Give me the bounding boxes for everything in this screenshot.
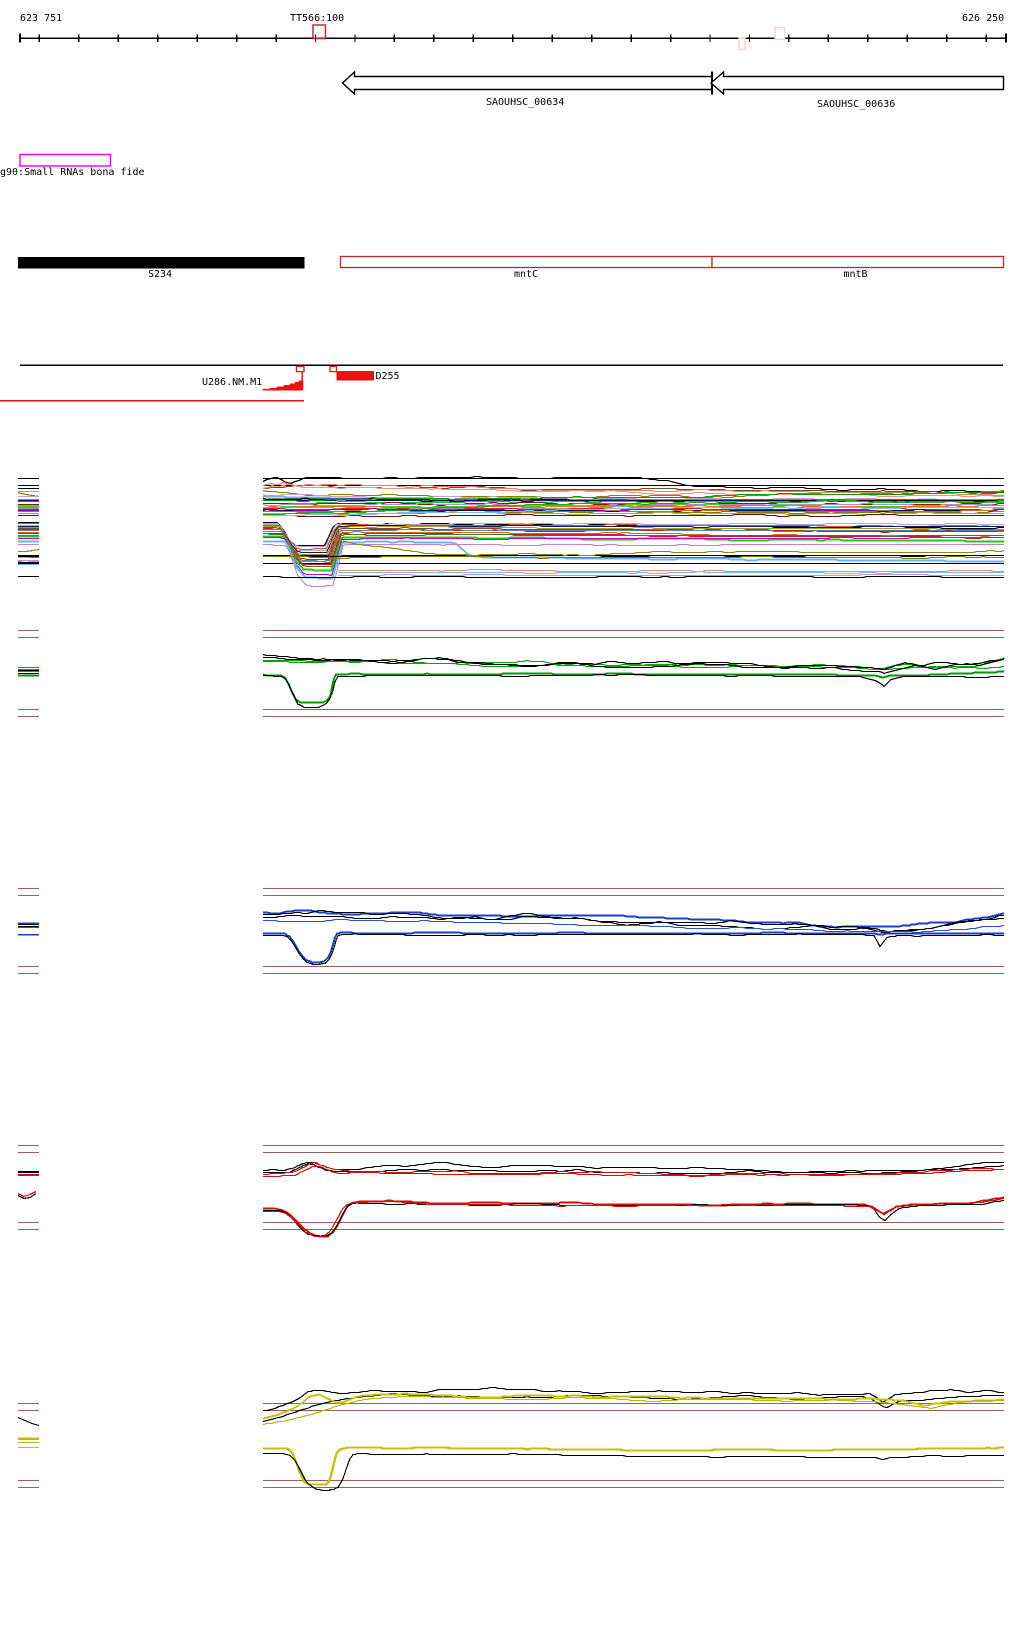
coverage-group-4-sliver-curve <box>17 1190 37 1198</box>
gene-arrow-saouhsc_00636[interactable] <box>709 70 1005 96</box>
coverage-group-1-series <box>263 528 1004 563</box>
coverage-group-4-series <box>263 1161 1004 1174</box>
coverage-group-4-series <box>263 1165 1004 1178</box>
coverage-group-3-series <box>263 909 1004 929</box>
ruler-end-coordinate: 626 250 <box>962 12 1005 24</box>
feature-box-s234[interactable] <box>18 257 305 269</box>
coverage-group-1-series <box>263 536 1004 577</box>
coverage-group-4-sliver-curve <box>17 1193 37 1200</box>
feature-box-mntc[interactable] <box>339 255 713 269</box>
u286-marker-square[interactable] <box>295 365 305 373</box>
coverage-group-2-series <box>262 670 1004 704</box>
coverage-group-5-series <box>262 1392 1004 1420</box>
coverage-group-1-series <box>338 568 1004 573</box>
coverage-group-5-series <box>263 1452 1004 1492</box>
feature-label-mntb: mntB <box>843 269 868 280</box>
coverage-group-2-series <box>263 673 1004 709</box>
d255-marker-square[interactable] <box>329 365 338 373</box>
coverage-group-2-series <box>262 653 1005 675</box>
coverage-group-1-series <box>262 483 1004 498</box>
d255-feature-box[interactable] <box>336 371 375 381</box>
terminator-prediction-box[interactable] <box>738 37 746 51</box>
srna-class-box[interactable] <box>19 153 112 167</box>
coverage-group-1-series <box>263 535 1004 572</box>
coverage-group-3-series <box>263 932 1004 966</box>
ruler-start-coordinate: 623 751 <box>20 12 63 24</box>
prediction-label-d255: D255 <box>375 370 400 382</box>
coverage-group-5-series <box>263 1446 1004 1486</box>
coverage-group-3-series <box>263 914 1004 934</box>
coverage-group-1-series <box>263 575 1004 579</box>
coverage-group-1-series <box>262 497 1004 502</box>
coverage-group-1-series <box>263 555 1004 560</box>
tt566-marker-box[interactable] <box>312 24 327 40</box>
gene-label-saouhsc-00634: SAOUHSC_00634 <box>486 96 565 108</box>
coverage-group-1-series <box>262 475 1004 493</box>
coverage-group-1-series <box>263 532 1004 568</box>
ruler-marker-label: TT566:100 <box>290 12 345 24</box>
coverage-group-1-sliver-curve <box>18 548 40 553</box>
coverage-group-1-series <box>263 524 1004 554</box>
gene-arrow-saouhsc_00634[interactable] <box>341 70 713 96</box>
u286-coverage-ramp[interactable] <box>262 380 304 391</box>
coverage-group-3-series <box>263 918 1004 934</box>
coverage-group-1-sliver-curve <box>17 491 40 498</box>
prediction-label-u286: U286.NM.M1 <box>202 376 263 388</box>
coverage-group-5-sliver-curve <box>17 1416 40 1427</box>
coverage-group-1-series <box>263 504 1004 509</box>
coverage-group-1-series <box>263 505 1004 517</box>
coverage-group-4-series <box>263 1161 1004 1177</box>
coverage-group-4-series <box>263 1199 1004 1238</box>
coverage-group-5-series <box>262 1392 1004 1423</box>
coverage-group-1-series <box>262 489 1004 499</box>
coverage-group-2-series <box>263 656 1004 671</box>
srna-class-label: g90:Small RNAs bona fide <box>0 167 145 178</box>
coverage-group-1-series <box>263 484 1004 495</box>
coverage-group-1-series <box>263 491 1004 503</box>
feature-label-s234: S234 <box>148 269 173 280</box>
feature-label-mntc: mntC <box>514 269 539 280</box>
coverage-group-1-series <box>333 538 1005 557</box>
coverage-group-5-series <box>262 1395 1004 1426</box>
coverage-group-1-series <box>263 499 1004 516</box>
coverage-group-1-series <box>263 540 1004 580</box>
coverage-group-1-series <box>263 525 1004 556</box>
coverage-group-4-series <box>263 1197 1004 1238</box>
coverage-group-3-series <box>263 931 1004 964</box>
coverage-group-1-series <box>263 503 1004 509</box>
coverage-group-1-series <box>263 523 1004 551</box>
coverage-group-2-series <box>263 657 1005 670</box>
gene-label-saouhsc-00636: SAOUHSC_00636 <box>817 98 896 110</box>
coverage-group-1-series <box>263 513 1004 518</box>
coverage-group-1-series <box>263 543 1004 588</box>
coverage-group-1-series <box>338 570 1004 575</box>
feature-box-mntb[interactable] <box>711 255 1005 269</box>
coverage-group-1-series <box>262 481 1004 497</box>
coverage-group-1-series <box>338 573 1004 577</box>
terminator-prediction-box[interactable] <box>774 26 786 41</box>
